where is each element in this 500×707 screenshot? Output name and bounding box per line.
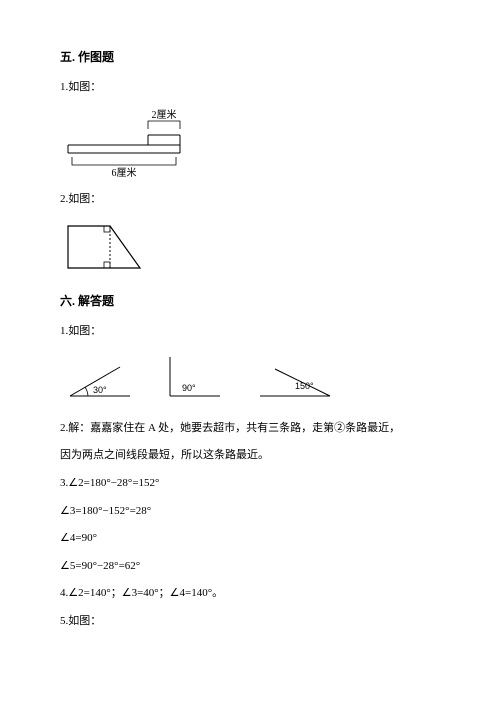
s6-q3-l1: 3.∠2=180°−28°=152° <box>60 475 440 493</box>
s6-q2-l2: 因为两点之间线段最短，所以这条路最近。 <box>60 447 440 465</box>
fig1-bottom-label: 6厘米 <box>112 166 137 177</box>
angle-150: 150° <box>295 381 314 391</box>
s5-q1-label: 1.如图： <box>60 79 440 97</box>
section5-heading: 五. 作图题 <box>60 48 440 65</box>
fig1-top-label: 2厘米 <box>152 108 177 121</box>
s6-q2-l1: 2.解：嘉嘉家住在 A 处，她要去超市，共有三条路，走第②条路最近， <box>60 420 440 438</box>
s6-q3-l4: ∠5=90°−28°=62° <box>60 558 440 576</box>
s6-q3-l3: ∠4=90° <box>60 530 440 548</box>
s5-q2-label: 2.如图： <box>60 191 440 209</box>
section6-heading: 六. 解答题 <box>60 292 440 309</box>
s6-q4: 4.∠2=140°；∠3=40°；∠4=140°。 <box>60 585 440 603</box>
angle-30: 30° <box>93 385 107 395</box>
s6-q3-l2: ∠3=180°−152°=28° <box>60 503 440 521</box>
s5-fig2 <box>60 218 440 278</box>
s6-q5: 5.如图： <box>60 613 440 631</box>
angle-90: 90° <box>182 383 196 393</box>
s6-q1-label: 1.如图： <box>60 323 440 341</box>
s6-fig-angles: 30° 90° 150° <box>60 351 440 406</box>
s5-fig1: 2厘米 6厘米 <box>60 107 440 177</box>
